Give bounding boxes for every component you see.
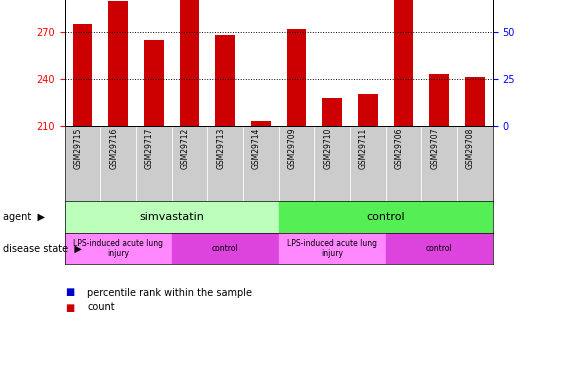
Bar: [144, 40, 164, 126]
Bar: [386, 232, 493, 264]
Bar: [465, 77, 485, 126]
Bar: [287, 29, 306, 126]
Text: GSM29715: GSM29715: [74, 128, 83, 169]
Bar: [279, 232, 386, 264]
Text: GSM29710: GSM29710: [323, 128, 332, 169]
Bar: [73, 24, 92, 126]
Text: control: control: [367, 211, 405, 222]
Text: GSM29708: GSM29708: [466, 128, 475, 169]
Bar: [172, 232, 279, 264]
Text: control: control: [212, 244, 239, 253]
Bar: [358, 94, 378, 126]
Text: GSM29714: GSM29714: [252, 128, 261, 169]
Text: GSM29706: GSM29706: [395, 128, 404, 170]
Text: disease state  ▶: disease state ▶: [3, 243, 82, 254]
Bar: [279, 201, 493, 232]
Text: control: control: [426, 244, 453, 253]
Text: GSM29711: GSM29711: [359, 128, 368, 169]
Text: count: count: [87, 303, 115, 312]
Bar: [216, 35, 235, 126]
Text: GSM29716: GSM29716: [109, 128, 118, 169]
Text: agent  ▶: agent ▶: [3, 211, 45, 222]
Text: GSM29717: GSM29717: [145, 128, 154, 169]
Text: LPS-induced acute lung
injury: LPS-induced acute lung injury: [287, 239, 377, 258]
Bar: [65, 201, 279, 232]
Text: LPS-induced acute lung
injury: LPS-induced acute lung injury: [73, 239, 163, 258]
Bar: [323, 98, 342, 126]
Bar: [251, 121, 271, 126]
Bar: [109, 1, 128, 126]
Bar: [180, 0, 199, 126]
Text: simvastatin: simvastatin: [139, 211, 204, 222]
Bar: [394, 0, 413, 126]
Text: GSM29709: GSM29709: [288, 128, 297, 170]
Text: GSM29713: GSM29713: [216, 128, 225, 169]
Text: ■: ■: [65, 303, 74, 312]
Text: percentile rank within the sample: percentile rank within the sample: [87, 288, 252, 297]
Text: ■: ■: [65, 288, 74, 297]
Text: GSM29707: GSM29707: [430, 128, 439, 170]
Text: GSM29712: GSM29712: [181, 128, 190, 169]
Bar: [430, 74, 449, 126]
Bar: [65, 232, 172, 264]
